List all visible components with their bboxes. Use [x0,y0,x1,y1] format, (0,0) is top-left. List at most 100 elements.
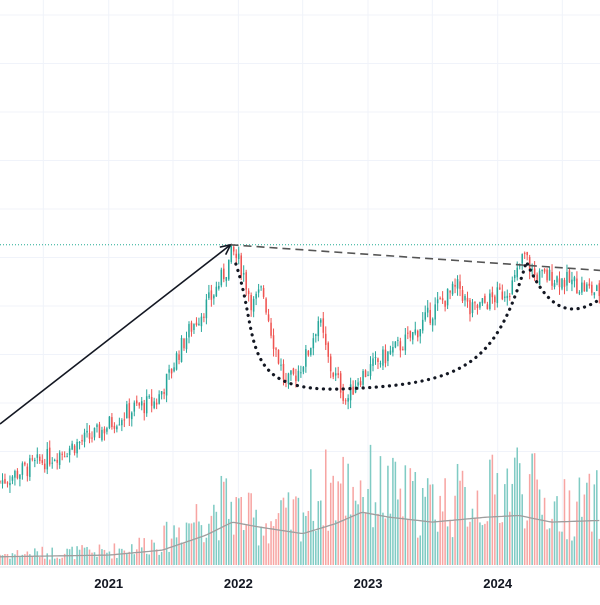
candle-body [414,329,417,334]
volume-bar [359,480,362,565]
volume-bar [262,535,265,565]
candle-body [546,269,548,281]
volume-bar [185,522,188,565]
volume-bar [387,465,389,565]
candle-body [205,299,208,319]
volume-bar [327,530,330,565]
volume-bar [523,528,526,565]
candle-body [518,265,521,267]
volume-bar [19,557,21,565]
volume-bar [0,554,1,565]
candle-body [180,337,183,362]
volume-bar [546,529,548,565]
candle-body [476,305,479,309]
candle-body [359,381,362,386]
candle-body [213,295,215,299]
candle-body [71,443,73,450]
volume-bar [305,515,307,565]
volume-bar [416,537,419,565]
volume-bar [198,521,200,565]
volume-bar [223,481,225,565]
candle-body [561,278,563,289]
candle-body [349,384,352,401]
volume-bar [479,522,481,565]
volume-bar [135,549,138,565]
volume-bar [280,500,282,565]
volume-bar [367,488,369,565]
candle-body [426,307,429,313]
volume-bar [464,487,466,565]
volume-bar [307,510,310,565]
candle-body [332,372,334,377]
candle-body [242,273,245,275]
volume-bar [374,502,377,565]
volume-bar [93,552,96,565]
volume-bar [439,495,441,565]
candle-body [404,334,407,351]
volume-bar [399,488,402,565]
volume-bar [220,475,223,565]
volume-bar [459,480,461,565]
candle-body [300,372,302,374]
volume-bar [541,514,543,565]
candle-body [464,295,466,301]
candle-body [26,466,29,477]
volume-bar [165,521,168,565]
volume-bar [228,518,230,565]
volume-bar [153,542,155,565]
volume-bar [225,478,228,565]
volume-bar [232,534,235,565]
volume-bar [548,528,551,565]
candle-body [4,478,6,484]
volume-bar [68,549,71,565]
volume-bar [270,521,272,565]
candle-body [260,286,262,288]
volume-bar [581,516,583,565]
candle-body [521,254,523,264]
volume-bar [158,554,160,565]
candle-body [434,304,436,320]
candle-body [419,329,422,337]
candle-body [153,401,155,408]
candle-body [275,348,277,350]
volume-bar [235,497,238,565]
volume-bar [354,500,357,565]
candle-body [118,424,121,426]
candle-body [24,462,26,465]
candle-body [397,339,399,341]
candle-body [536,274,538,283]
candle-body [504,296,506,298]
candle-body [506,295,509,299]
candle-body [41,460,44,463]
candle-body [469,300,471,315]
volume-bar [466,526,469,565]
candle-body [108,416,111,428]
candle-body [36,454,39,458]
candle-body [81,440,83,442]
candle-body [479,302,481,308]
candle-body [538,270,541,285]
candle-body [416,330,419,338]
candle-body [208,292,210,299]
candle-body [262,288,265,297]
x-tick-label: 2024 [483,576,513,591]
volume-bar [320,500,322,565]
candle-body [163,392,165,394]
candle-body [489,293,491,310]
volume-bar [101,549,103,565]
candle-body [158,394,160,404]
candle-body [218,285,220,289]
candle-body [320,319,322,323]
candle-body [364,370,367,378]
volume-bar [461,470,464,565]
candle-body [548,269,551,281]
candle-body [583,282,586,292]
volume-bar [402,516,404,565]
candle-body [6,482,9,484]
candle-body [312,338,315,349]
candle-body [247,290,250,295]
candle-body [295,375,297,382]
candle-body [334,373,337,376]
volume-bar [123,550,126,565]
volume-bar [372,527,374,565]
